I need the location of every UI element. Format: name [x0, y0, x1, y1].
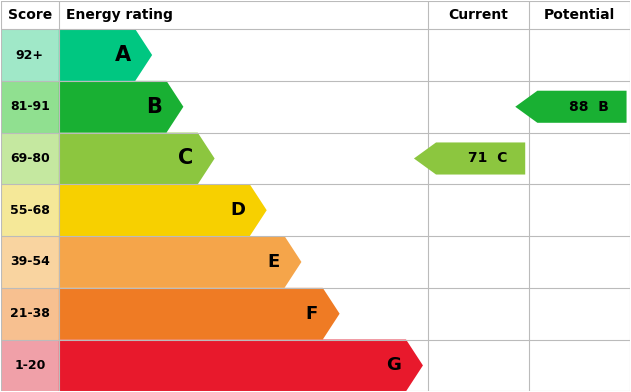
Text: G: G — [386, 356, 401, 374]
Polygon shape — [59, 339, 423, 391]
Polygon shape — [59, 81, 184, 132]
Text: F: F — [306, 305, 318, 323]
Text: 55-68: 55-68 — [10, 204, 50, 217]
Text: 21-38: 21-38 — [10, 307, 50, 320]
Polygon shape — [516, 91, 627, 123]
Text: C: C — [178, 149, 193, 169]
Polygon shape — [1, 339, 59, 391]
Polygon shape — [59, 236, 302, 288]
Polygon shape — [59, 288, 339, 339]
Polygon shape — [59, 132, 215, 184]
Polygon shape — [59, 184, 267, 236]
Text: A: A — [114, 45, 131, 65]
Text: D: D — [230, 201, 245, 219]
Polygon shape — [1, 288, 59, 339]
Text: 69-80: 69-80 — [10, 152, 50, 165]
Text: Score: Score — [8, 8, 52, 22]
Polygon shape — [1, 236, 59, 288]
Text: 92+: 92+ — [16, 49, 44, 62]
Polygon shape — [59, 29, 152, 81]
Polygon shape — [1, 184, 59, 236]
Text: Current: Current — [449, 8, 508, 22]
Text: 88  B: 88 B — [569, 100, 609, 114]
Text: Potential: Potential — [544, 8, 615, 22]
Text: 1-20: 1-20 — [14, 359, 45, 372]
Text: 81-91: 81-91 — [10, 100, 50, 113]
Text: E: E — [268, 253, 280, 271]
Polygon shape — [414, 142, 525, 174]
Polygon shape — [1, 132, 59, 184]
Polygon shape — [1, 81, 59, 132]
Text: B: B — [146, 97, 162, 117]
Text: 71  C: 71 C — [468, 151, 507, 165]
Polygon shape — [1, 29, 59, 81]
Text: Energy rating: Energy rating — [66, 8, 174, 22]
Text: 39-54: 39-54 — [10, 256, 50, 269]
